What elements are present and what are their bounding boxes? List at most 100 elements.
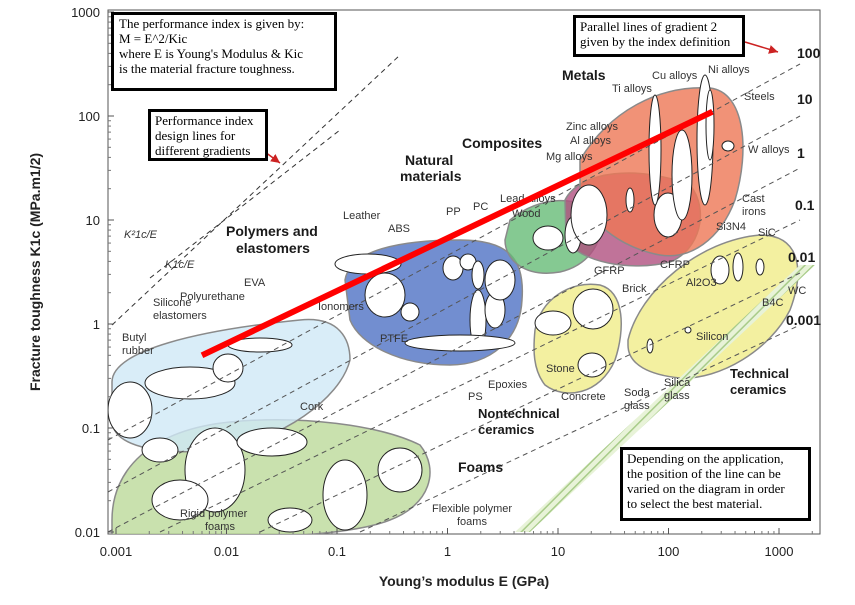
material-label-concrete: Concrete xyxy=(561,391,606,403)
guide-lines xyxy=(108,54,801,533)
bubble-ps-long xyxy=(404,334,516,352)
bubble-si3n4 xyxy=(732,252,744,282)
material-label-gfrp: GFRP xyxy=(594,265,625,277)
family-label-polymers-and-elastomers: Polymers and elastomers xyxy=(226,223,318,256)
x-axis-title: Young’s modulus E (GPa) xyxy=(379,573,549,589)
material-label-epoxies: Epoxies xyxy=(488,379,528,391)
y-tick-label-100: 100 xyxy=(78,109,100,124)
material-label-steels: Steels xyxy=(744,91,775,103)
guide-line-3 xyxy=(159,219,801,533)
bubble-al2o3 xyxy=(710,255,730,285)
family-label-natural-materials: Natural materials xyxy=(400,152,462,184)
material-label-ionomers: Ionomers xyxy=(318,301,364,313)
material-label-w-alloys: W alloys xyxy=(748,144,790,156)
bubble-cork xyxy=(236,427,308,457)
material-label-wc: WC xyxy=(788,285,806,297)
glass-hatched-band xyxy=(515,265,815,532)
bubble-soda-glass xyxy=(646,338,654,354)
parallel-lines-note: Parallel lines of gradient 2 given by th… xyxy=(573,15,745,57)
x-tick-label-10: 10 xyxy=(551,544,565,559)
bubble-foam-a xyxy=(141,437,179,463)
design-line-k2 xyxy=(111,54,401,326)
material-label-silicon: Silicon xyxy=(696,331,728,343)
bubble-wood xyxy=(532,225,564,251)
bubble-silicon xyxy=(684,326,692,334)
design-lines-note: Performance index design lines for diffe… xyxy=(148,109,268,161)
x-tick-label-1000: 1000 xyxy=(765,544,794,559)
guide-value-100: 100 xyxy=(797,45,821,61)
guide-value-0-1: 0.1 xyxy=(795,197,815,213)
material-label-zinc-alloys: Zinc alloys xyxy=(566,121,618,133)
material-label-pc: PC xyxy=(473,201,488,213)
material-label-cu-alloys: Cu alloys xyxy=(652,70,698,82)
y-tick-label-0-1: 0.1 xyxy=(82,421,100,436)
envelope-technical-ceramics-6 xyxy=(627,234,799,379)
bubble-pc xyxy=(471,260,485,290)
guide-line-2 xyxy=(108,167,801,533)
guide-value-0-01: 0.01 xyxy=(788,249,815,265)
y-tick-label-10: 10 xyxy=(86,213,100,228)
material-label-cfrp: CFRP xyxy=(660,259,690,271)
bubble-brick xyxy=(572,288,614,330)
performance-index-note: The performance index is given by: M = E… xyxy=(111,12,337,91)
application-text: Depending on the application, the positi… xyxy=(627,451,785,511)
bubble-polymer-big xyxy=(484,259,516,301)
performance-index-text: The performance index is given by: M = E… xyxy=(119,16,305,76)
material-label-ptfe: PTFE xyxy=(380,333,408,345)
y-tick-label-1000: 1000 xyxy=(71,5,100,20)
material-label-cork: Cork xyxy=(300,401,324,413)
material-label-eva: EVA xyxy=(244,277,266,289)
guide-value-1: 1 xyxy=(797,145,805,161)
material-label-silica-glass: Silica glass xyxy=(664,377,691,402)
material-bubbles xyxy=(108,74,815,534)
material-label-wood: Wood xyxy=(512,208,541,220)
guide-value-10: 10 xyxy=(797,91,813,107)
bubble-flex-foam-a xyxy=(322,459,368,531)
material-label-ti-alloys: Ti alloys xyxy=(612,83,652,95)
bubble-w-alloys xyxy=(721,140,735,152)
guide-value-0-001: 0.001 xyxy=(786,312,821,328)
selection-line xyxy=(200,108,714,359)
guide-line-4 xyxy=(259,272,801,533)
bubble-cast-irons xyxy=(671,129,693,221)
x-tick-label-100: 100 xyxy=(658,544,680,559)
parallel-lines-arrow xyxy=(744,41,779,54)
design-line-label-0: K²1c/E xyxy=(124,229,158,241)
material-label-silicone-elastomers: Silicone elastomers xyxy=(153,297,207,322)
selection-line-layer xyxy=(200,108,714,359)
material-label-pp: PP xyxy=(446,206,461,218)
guide-line-5 xyxy=(359,324,801,533)
material-label-mg-alloys: Mg alloys xyxy=(546,151,593,163)
family-label-metals: Metals xyxy=(562,67,606,83)
material-label-leather: Leather xyxy=(343,210,381,222)
material-label-butyl-rubber: Butyl rubber xyxy=(122,332,154,357)
family-label-composites: Composites xyxy=(462,135,542,151)
family-label-nontechnical-ceramics: Nontechnical ceramics xyxy=(478,406,560,437)
material-label-polyurethane: Polyurethane xyxy=(180,291,245,303)
material-label-si3n4: Si3N4 xyxy=(716,221,746,233)
bubble-flex-foam-b xyxy=(377,447,423,493)
material-labels: 100 10 1 0.1 0.01 0.001 K²1c/E K1c/E Metals Compo… xyxy=(122,45,821,533)
application-note: Depending on the application, the positi… xyxy=(620,447,811,521)
material-label-ps: PS xyxy=(468,391,483,403)
x-tick-label-1: 1 xyxy=(444,544,451,559)
material-label-stone: Stone xyxy=(546,363,575,375)
family-label-technical-ceramics: Technical ceramics xyxy=(730,366,789,397)
bubble-ni xyxy=(705,89,715,161)
bubble-stone xyxy=(534,310,572,336)
bubble-silicone-elastomers xyxy=(144,366,236,400)
x-tick-label-0-001: 0.001 xyxy=(100,544,133,559)
bubble-rigid-foam-a xyxy=(151,479,209,521)
family-label-foams: Foams xyxy=(458,459,503,475)
bubble-butyl-rubber xyxy=(108,381,153,439)
bubble-sic xyxy=(755,258,765,276)
bubble-ionomers xyxy=(364,272,406,318)
bubble-concrete xyxy=(577,352,607,378)
material-label-b4c: B4C xyxy=(762,297,783,309)
bubble-rigid-foam-b xyxy=(267,507,313,533)
material-label-ni-alloys: Ni alloys xyxy=(708,64,750,76)
bubble-mg xyxy=(625,187,635,213)
material-label-sic: SiC xyxy=(758,227,776,239)
design-line-k xyxy=(149,129,341,279)
